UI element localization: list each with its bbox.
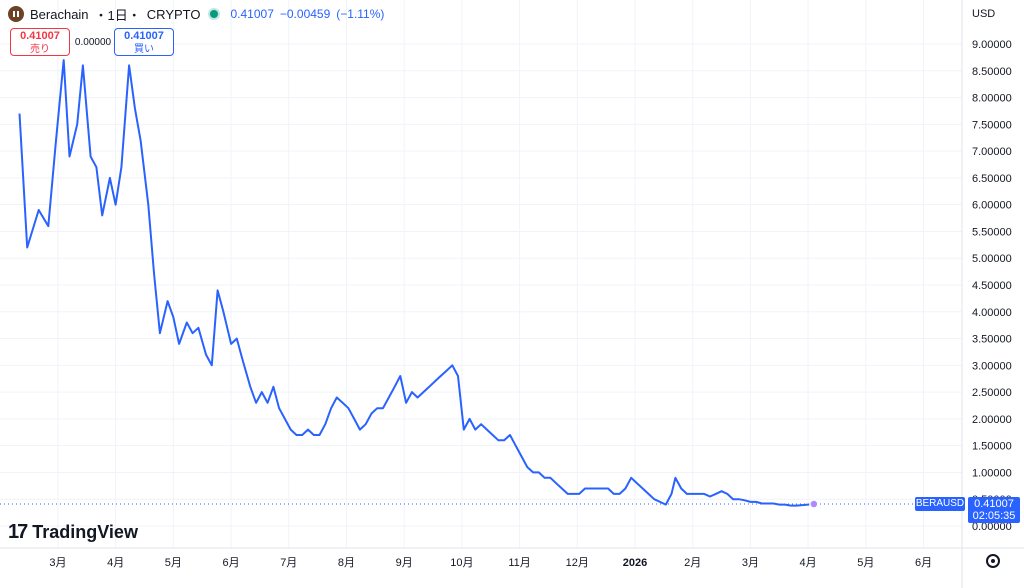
y-tick-label: 3.50000 <box>972 334 1012 346</box>
x-tick-label: 12月 <box>566 557 589 569</box>
x-tick-label: 11月 <box>508 557 530 569</box>
chart-header: Berachain ・1日・ CRYPTO 0.41007 −0.00459 (… <box>8 4 384 24</box>
symbol-tag: BERAUSD <box>915 497 965 511</box>
buy-price: 0.41007 <box>124 30 164 42</box>
y-tick-label: 2.50000 <box>972 387 1012 399</box>
live-dot-icon <box>210 10 219 18</box>
x-tick-label: 4月 <box>800 557 817 569</box>
y-tick-label: 7.50000 <box>972 119 1012 131</box>
last-point-marker <box>809 499 819 509</box>
buy-button[interactable]: 0.41007 買い <box>114 28 174 56</box>
y-tick-label: 5.00000 <box>972 253 1012 265</box>
currency-selector[interactable]: USD <box>972 8 996 20</box>
y-tick-label: 8.50000 <box>972 66 1012 78</box>
y-tick-label: 2.00000 <box>972 414 1012 426</box>
y-tick-label: 8.00000 <box>972 93 1012 105</box>
x-tick-label: 9月 <box>396 557 413 569</box>
bar-countdown: 02:05:35 <box>972 510 1016 522</box>
header-change: −0.00459 <box>279 7 331 21</box>
price-series-line <box>18 59 815 507</box>
x-tick-label: 2026 <box>623 557 647 569</box>
y-tick-label: 1.50000 <box>972 441 1012 453</box>
grid-lines <box>0 0 962 548</box>
x-tick-label: 2月 <box>684 557 701 569</box>
header-price: 0.41007 <box>230 7 274 21</box>
x-tick-label: 4月 <box>107 557 124 569</box>
y-tick-label: 5.50000 <box>972 226 1012 238</box>
sell-label: 売り <box>30 44 50 55</box>
exchange-label[interactable]: CRYPTO <box>146 6 201 22</box>
tradingview-logo[interactable]: 17 TradingView <box>8 521 138 544</box>
sell-price: 0.41007 <box>20 30 60 42</box>
settings-gear-icon[interactable] <box>986 554 1000 568</box>
x-tick-label: 8月 <box>338 557 355 569</box>
x-tick-label: 5月 <box>165 557 182 569</box>
y-tick-label: 0.00000 <box>972 521 1012 533</box>
sell-button[interactable]: 0.41007 売り <box>10 28 70 56</box>
x-tick-label: 10月 <box>450 557 473 569</box>
berachain-logo-icon[interactable] <box>8 6 24 22</box>
last-price-value: 0.41007 <box>974 498 1014 510</box>
y-tick-label: 9.00000 <box>972 39 1012 51</box>
y-tick-label: 7.00000 <box>972 146 1012 158</box>
x-axis: 3月 4月 5月 6月 7月 8月 9月 10月 11月 12月 2026 2月 3月 4月 5月 6月 <box>0 547 1024 569</box>
x-tick-label: 5月 <box>857 557 874 569</box>
x-tick-label: 7月 <box>280 557 297 569</box>
x-tick-label: 3月 <box>49 557 66 569</box>
spread-value: 0.00000 <box>74 37 112 48</box>
y-tick-label: 4.00000 <box>972 307 1012 319</box>
last-price-tag: 0.41007 02:05:35 <box>968 497 1020 523</box>
series-layer <box>0 59 962 509</box>
y-tick-label: 4.50000 <box>972 280 1012 292</box>
y-axis: 9.00000 8.50000 8.00000 7.50000 7.00000 6.500… <box>961 0 1012 588</box>
y-tick-label: 1.00000 <box>972 467 1012 479</box>
interval-label[interactable]: ・1日・ <box>94 7 141 23</box>
y-tick-label: 6.50000 <box>972 173 1012 185</box>
x-tick-label: 3月 <box>742 557 759 569</box>
x-tick-label: 6月 <box>222 557 239 569</box>
tradingview-mark-icon: 17 <box>8 521 28 543</box>
header-change-pct: (−1.11%) <box>336 7 385 21</box>
y-tick-label: 6.00000 <box>972 200 1012 212</box>
tradingview-wordmark: TradingView <box>32 522 138 542</box>
y-tick-label: 3.00000 <box>972 360 1012 372</box>
symbol-name[interactable]: Berachain <box>30 6 89 22</box>
x-tick-label: 6月 <box>915 557 932 569</box>
buy-label: 買い <box>134 44 154 55</box>
